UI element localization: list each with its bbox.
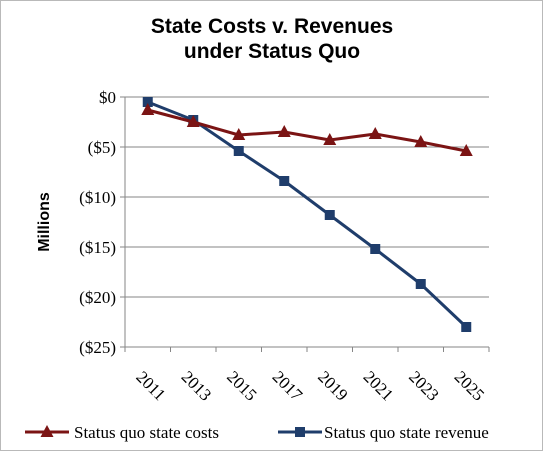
data-point-revenue	[233, 146, 244, 156]
data-point-revenue	[142, 97, 153, 107]
data-point-revenue	[370, 244, 381, 254]
y-tick-label: ($20)	[79, 288, 116, 307]
data-point-revenue	[324, 210, 335, 220]
x-tick-label: 2019	[314, 367, 351, 404]
data-point-revenue	[415, 279, 426, 289]
legend-marker	[295, 427, 305, 437]
series-line-costs	[147, 108, 467, 153]
data-point-revenue	[461, 322, 472, 332]
legend-marker	[40, 425, 54, 437]
legend-label: Status quo state costs	[74, 423, 219, 442]
data-point-costs	[141, 103, 155, 115]
y-tick-label: ($25)	[79, 338, 116, 357]
y-tick-label: ($10)	[79, 188, 116, 207]
y-axis-title: Millions	[36, 192, 53, 252]
x-tick-label: 2011	[132, 367, 169, 404]
y-axis-ticks: $0 ($5) ($10) ($15) ($20) ($25)	[79, 88, 125, 357]
series-lines	[141, 97, 473, 332]
y-tick-label: ($15)	[79, 238, 116, 257]
y-tick-label: ($5)	[88, 138, 116, 157]
data-point-costs	[368, 127, 382, 139]
x-tick-label: 2023	[405, 367, 442, 404]
y-tick-label: $0	[99, 88, 116, 107]
x-tick-label: 2015	[223, 367, 260, 404]
data-point-costs	[232, 128, 246, 140]
legend-label: Status quo state revenue	[324, 423, 489, 442]
data-point-costs	[186, 115, 200, 127]
x-tick-label: 2017	[269, 367, 307, 405]
x-tick-label: 2025	[451, 367, 488, 404]
data-point-costs	[277, 125, 291, 137]
x-tick-label: 2021	[360, 367, 397, 404]
data-point-costs	[459, 144, 473, 156]
chart-title-line-1: State Costs v. Revenues	[151, 15, 393, 38]
x-axis-ticks: 2011 2013 2015 2017 2019 2021 2023 2025	[124, 347, 490, 405]
data-point-costs	[323, 133, 337, 145]
legend: Status quo state costs Status quo state r…	[25, 423, 489, 442]
data-point-revenue	[279, 176, 290, 186]
chart-title-line-2: under Status Quo	[184, 40, 360, 63]
data-point-costs	[414, 135, 428, 147]
x-tick-label: 2013	[178, 367, 215, 404]
